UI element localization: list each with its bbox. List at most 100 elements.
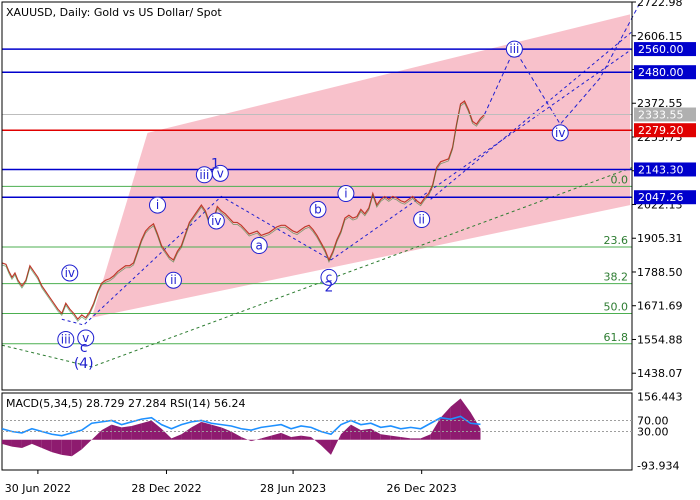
indicator-tick-label: 156.443 (637, 391, 683, 404)
macd-histogram (131, 423, 142, 440)
macd-histogram (191, 421, 202, 440)
wave-label-circle (551, 124, 569, 142)
wave-label: c (80, 340, 88, 356)
x-tick-label: 30 Jun 2022 (5, 482, 71, 495)
wave-label-text: a (256, 239, 263, 253)
y-tick-label: 1905.31 (637, 232, 683, 245)
macd-histogram (91, 430, 102, 440)
wave-label: (4) (74, 356, 94, 372)
wave-label-text: iii (199, 168, 209, 182)
y-tick-label: 1438.07 (637, 367, 683, 380)
wave-label-text: c (326, 270, 333, 284)
wave-label-text: (4) (74, 356, 94, 372)
wave-label-text: v (217, 166, 224, 180)
wave-label-circle (309, 200, 327, 218)
macd-histogram (301, 435, 312, 440)
y-tick-label: 2372.55 (637, 97, 683, 110)
macd-histogram (390, 435, 401, 440)
macd-histogram (231, 431, 242, 440)
macd-histogram (221, 427, 232, 440)
macd-histogram (380, 434, 391, 440)
macd-histogram (370, 428, 381, 440)
y-tick-label: 2722.98 (637, 0, 683, 9)
wave-label: i (337, 185, 355, 203)
wave-label-text: v (82, 331, 89, 345)
wave-label-circle (413, 211, 431, 229)
fib-level-label: 23.6 (604, 234, 629, 247)
wave-label-text: ii (170, 273, 177, 287)
macd-histogram (121, 426, 132, 440)
wave-label: iii (57, 330, 75, 348)
price-badge-label: 2333.55 (638, 109, 684, 122)
price-badge (634, 107, 696, 122)
macd-histogram (241, 437, 252, 442)
macd-histogram (51, 439, 62, 455)
macd-histogram (2, 439, 12, 447)
wave-label: b (309, 200, 327, 218)
x-tick-label: 28 Dec 2022 (131, 482, 201, 495)
price-line-shadow (1, 102, 485, 322)
macd-histogram (31, 439, 42, 448)
rsi-line (1, 415, 481, 437)
price-channel (91, 14, 631, 318)
macd-histogram (350, 424, 361, 440)
macd-histogram (41, 439, 52, 453)
macd-histogram (61, 439, 72, 457)
wave-trendline-upper (430, 31, 633, 200)
fib-level-label: 0.0 (611, 173, 629, 186)
wave-label-text: iii (509, 42, 519, 56)
support-trendline (1, 167, 633, 368)
macd-histogram (171, 434, 182, 440)
wave-label-text: iii (61, 332, 71, 346)
macd-histogram (291, 435, 302, 440)
wave-label: a (250, 237, 268, 255)
wave-label-text: iv (555, 126, 565, 140)
wave-label-circle (61, 264, 79, 282)
wave-label: iii (505, 40, 523, 58)
wave-label: c (320, 268, 338, 286)
macd-histogram (141, 420, 152, 440)
macd-histogram (151, 420, 162, 440)
fib-level-label: 38.2 (604, 271, 629, 284)
price-badge-label: 2480.00 (638, 66, 684, 79)
wave-label-circle (77, 329, 95, 347)
wave-label: iv (551, 124, 569, 142)
wave-label-text: iv (211, 214, 221, 228)
macd-histogram (261, 435, 272, 440)
wave-label: 1 (211, 157, 220, 173)
wave-label-text: b (314, 202, 322, 216)
indicator-label: MACD(5,34,5) 28.729 27.284 RSI(14) 56.24 (6, 397, 245, 410)
price-badge (634, 65, 696, 80)
wave-label: iv (61, 264, 79, 282)
macd-histogram (340, 424, 351, 440)
wave-label-circle (207, 212, 225, 230)
macd-histogram (281, 432, 292, 440)
fib-level-label: 50.0 (604, 300, 629, 313)
wave-label-text: 1 (211, 157, 220, 173)
price-badge-label: 2560.00 (638, 43, 684, 56)
macd-histogram (450, 398, 461, 440)
wave-label-circle (250, 237, 268, 255)
macd-histogram (211, 424, 222, 440)
macd-histogram (420, 434, 431, 440)
wave-label-circle (337, 185, 355, 203)
macd-histogram (101, 424, 112, 440)
macd-histogram (430, 417, 441, 440)
macd-histogram (81, 439, 92, 450)
macd-histogram (181, 427, 192, 440)
price-badge (634, 42, 696, 57)
x-tick-label: 26 Dec 2023 (387, 482, 457, 495)
wave-label-text: i (344, 187, 347, 201)
wave-label-text: ii (418, 213, 425, 227)
wave-label-circle (57, 330, 75, 348)
price-badge (634, 123, 696, 138)
y-tick-label: 1671.69 (637, 300, 683, 313)
wave-label-text: iv (65, 266, 75, 280)
wave-label-circle (320, 268, 338, 286)
macd-histogram (11, 439, 22, 448)
macd-histogram (71, 439, 82, 457)
macd-histogram (271, 432, 282, 440)
y-tick-label: 2606.15 (637, 30, 683, 43)
